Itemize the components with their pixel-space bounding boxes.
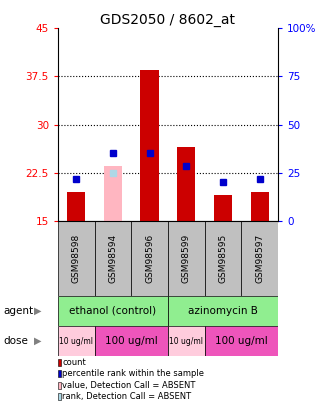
- Text: GSM98597: GSM98597: [255, 234, 264, 283]
- Bar: [214, 195, 232, 221]
- Bar: [58, 221, 95, 296]
- Bar: [95, 326, 168, 356]
- Bar: [205, 221, 241, 296]
- Text: GSM98596: GSM98596: [145, 234, 154, 283]
- Text: 100 ug/ml: 100 ug/ml: [215, 336, 268, 346]
- Text: GSM98594: GSM98594: [109, 234, 118, 283]
- Text: count: count: [62, 358, 86, 367]
- Bar: [241, 221, 278, 296]
- Text: rank, Detection Call = ABSENT: rank, Detection Call = ABSENT: [62, 392, 191, 401]
- Text: 10 ug/ml: 10 ug/ml: [169, 337, 203, 346]
- Text: GSM98598: GSM98598: [72, 234, 81, 283]
- Text: 10 ug/ml: 10 ug/ml: [59, 337, 93, 346]
- Bar: [95, 221, 131, 296]
- Text: ▶: ▶: [34, 306, 42, 316]
- Bar: [58, 296, 168, 326]
- Bar: [58, 326, 95, 356]
- Text: percentile rank within the sample: percentile rank within the sample: [62, 369, 204, 378]
- Bar: [251, 192, 269, 221]
- Bar: [168, 296, 278, 326]
- Text: value, Detection Call = ABSENT: value, Detection Call = ABSENT: [62, 381, 196, 390]
- Bar: [140, 70, 159, 221]
- Text: dose: dose: [3, 336, 28, 346]
- Title: GDS2050 / 8602_at: GDS2050 / 8602_at: [101, 13, 235, 27]
- Text: ethanol (control): ethanol (control): [70, 306, 157, 316]
- Text: azinomycin B: azinomycin B: [188, 306, 258, 316]
- Text: ▶: ▶: [34, 336, 42, 346]
- Text: GSM98595: GSM98595: [218, 234, 227, 283]
- Text: agent: agent: [3, 306, 33, 316]
- Bar: [205, 326, 278, 356]
- Bar: [131, 221, 168, 296]
- Bar: [168, 221, 205, 296]
- Bar: [177, 147, 196, 221]
- Bar: [104, 166, 122, 221]
- Bar: [67, 192, 85, 221]
- Text: GSM98599: GSM98599: [182, 234, 191, 283]
- Text: 100 ug/ml: 100 ug/ml: [105, 336, 158, 346]
- Bar: [168, 326, 205, 356]
